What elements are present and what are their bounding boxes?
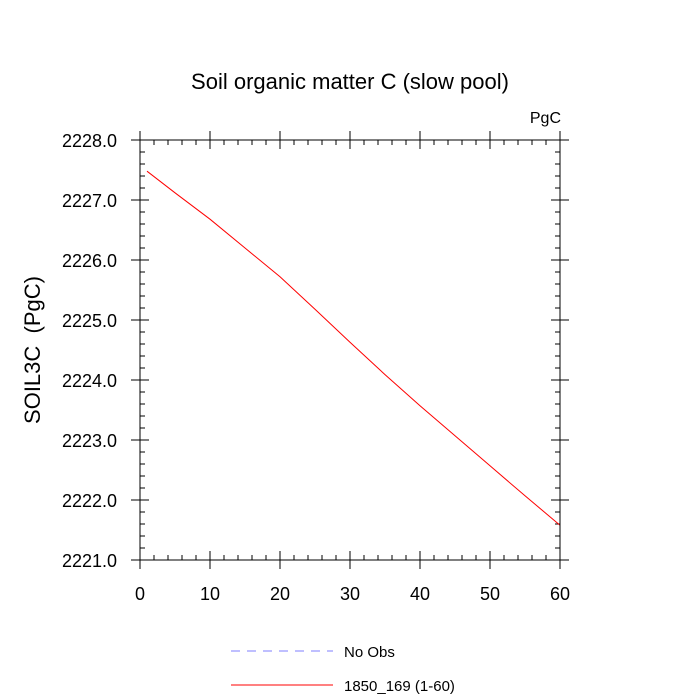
axis-ticks: [131, 131, 569, 569]
axis-tick-labels: 0 10 20 30 40 50 60 2221.0 2222.0 2223.0 2224.0 222…: [62, 131, 570, 604]
y-tick-label: 2226.0: [62, 251, 117, 271]
x-tick-label: 40: [410, 584, 430, 604]
x-tick-label: 0: [135, 584, 145, 604]
plot-frame: [139, 139, 561, 561]
legend-label-0: No Obs: [344, 644, 395, 661]
y-tick-label: 2227.0: [62, 191, 117, 211]
legend: No Obs 1850_169 (1-60): [231, 644, 455, 695]
series-lines: [146, 170, 561, 526]
y-tick-label: 2225.0: [62, 311, 117, 331]
x-tick-label: 60: [550, 584, 570, 604]
y-tick-label: 2222.0: [62, 491, 117, 511]
y-tick-label: 2224.0: [62, 371, 117, 391]
chart-units-label: PgC: [530, 110, 561, 127]
x-tick-label: 10: [200, 584, 220, 604]
x-tick-label: 20: [270, 584, 290, 604]
chart-title: Soil organic matter C (slow pool): [191, 69, 509, 94]
x-tick-label: 30: [340, 584, 360, 604]
legend-label-1: 1850_169 (1-60): [344, 678, 455, 695]
y-tick-label: 2221.0: [62, 551, 117, 571]
x-tick-label: 50: [480, 584, 500, 604]
y-tick-label: 2228.0: [62, 131, 117, 151]
series-line-1: [146, 170, 561, 526]
y-tick-label: 2223.0: [62, 431, 117, 451]
y-axis-label: SOIL3C (PgC): [20, 276, 45, 424]
